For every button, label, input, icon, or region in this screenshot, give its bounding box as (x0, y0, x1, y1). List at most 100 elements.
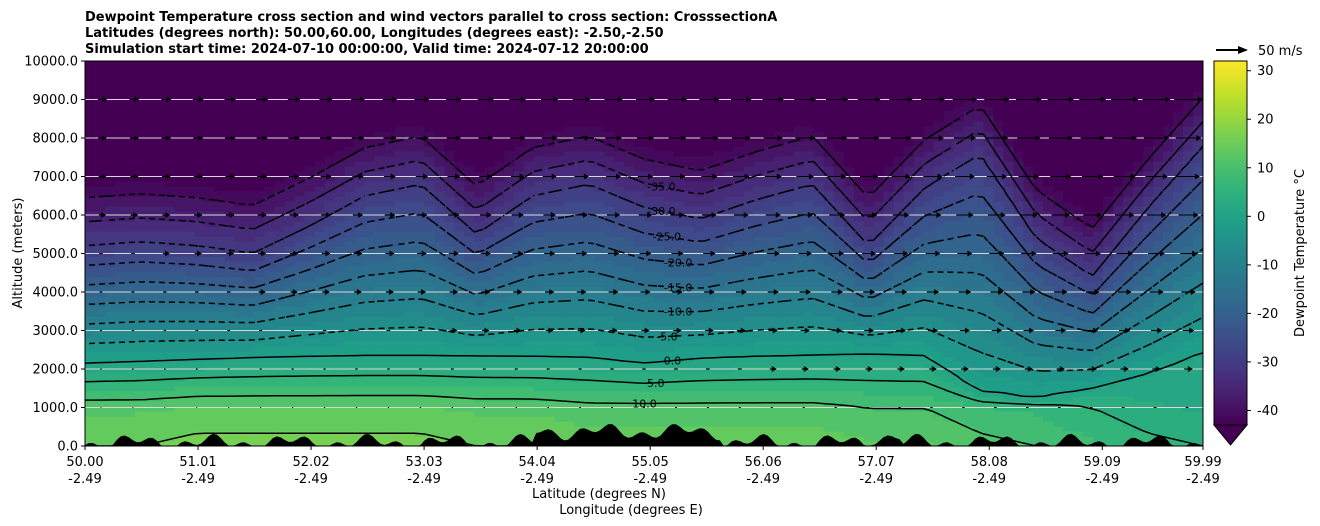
field-cell (244, 386, 256, 392)
field-cell (644, 281, 655, 287)
field-cell (264, 241, 276, 247)
field-cell (394, 386, 406, 392)
field-cell (1193, 361, 1203, 367)
field-cell (544, 341, 555, 347)
field-cell (104, 336, 116, 342)
field-cell (434, 426, 445, 432)
field-cell (703, 421, 715, 427)
field-cell (1123, 266, 1134, 272)
field-cell (913, 311, 925, 317)
field-cell (663, 226, 675, 232)
field-cell (144, 406, 156, 412)
field-cell (1113, 346, 1124, 352)
field-cell (973, 231, 984, 237)
field-cell (703, 241, 715, 247)
field-cell (94, 276, 106, 282)
field-cell (314, 436, 326, 442)
field-cell (364, 341, 376, 347)
field-cell (1003, 266, 1014, 272)
field-cell (274, 371, 286, 377)
field-cell (1063, 281, 1074, 287)
field-cell (853, 411, 865, 417)
field-cell (374, 381, 386, 387)
field-cell (713, 416, 725, 422)
field-cell (374, 421, 386, 427)
field-cell (1073, 321, 1084, 327)
field-cell (374, 286, 386, 292)
field-cell (144, 261, 156, 267)
field-cell (1113, 411, 1124, 417)
field-cell (314, 361, 326, 367)
field-cell (1113, 391, 1124, 397)
field-cell (614, 266, 625, 272)
field-cell (903, 296, 915, 302)
field-cell (634, 296, 645, 302)
field-cell (254, 386, 266, 392)
field-cell (644, 321, 655, 327)
field-cell (554, 336, 565, 342)
field-cell (234, 416, 246, 422)
field-cell (294, 386, 306, 392)
field-cell (903, 401, 915, 407)
field-cell (1093, 421, 1104, 427)
field-cell (204, 286, 216, 292)
field-cell (1013, 236, 1024, 242)
field-cell (464, 286, 475, 292)
field-cell (574, 401, 585, 407)
field-cell (214, 346, 226, 352)
field-cell (384, 221, 396, 227)
field-cell (424, 351, 435, 357)
field-cell (294, 331, 306, 337)
field-cell (364, 266, 376, 272)
field-cell (823, 306, 835, 312)
field-cell (614, 396, 625, 402)
field-cell (644, 296, 655, 302)
field-cell (564, 401, 575, 407)
field-cell (434, 356, 445, 362)
field-cell (94, 426, 106, 432)
field-cell (644, 286, 655, 292)
field-cell (1043, 411, 1054, 417)
field-cell (144, 336, 156, 342)
field-cell (614, 416, 625, 422)
field-cell (1033, 326, 1044, 332)
field-cell (304, 271, 316, 277)
field-cell (883, 276, 895, 282)
field-cell (584, 336, 595, 342)
field-cell (1113, 351, 1124, 357)
field-cell (444, 401, 455, 407)
field-cell (693, 346, 705, 352)
field-cell (1033, 406, 1044, 412)
field-cell (893, 421, 905, 427)
field-cell (85, 416, 96, 422)
field-cell (983, 436, 994, 442)
field-cell (763, 411, 775, 417)
field-cell (1043, 291, 1054, 297)
field-cell (1153, 421, 1164, 427)
field-cell (703, 416, 715, 422)
field-cell (963, 306, 975, 312)
field-cell (1133, 326, 1144, 332)
field-cell (85, 391, 96, 397)
field-cell (514, 301, 525, 307)
field-cell (753, 326, 765, 332)
field-cell (244, 291, 256, 297)
field-cell (1063, 306, 1074, 312)
field-cell (1163, 291, 1174, 297)
field-cell (404, 376, 416, 382)
field-cell (434, 401, 445, 407)
field-cell (224, 291, 236, 297)
field-cell (833, 436, 845, 442)
field-cell (504, 291, 515, 297)
field-cell (614, 246, 625, 252)
field-cell (624, 406, 635, 412)
field-cell (514, 306, 525, 312)
field-cell (1183, 271, 1194, 277)
field-cell (803, 371, 815, 377)
field-cell (574, 381, 585, 387)
field-cell (414, 276, 425, 282)
field-cell (863, 386, 875, 392)
field-cell (843, 276, 855, 282)
field-cell (953, 396, 965, 402)
field-cell (993, 316, 1004, 322)
